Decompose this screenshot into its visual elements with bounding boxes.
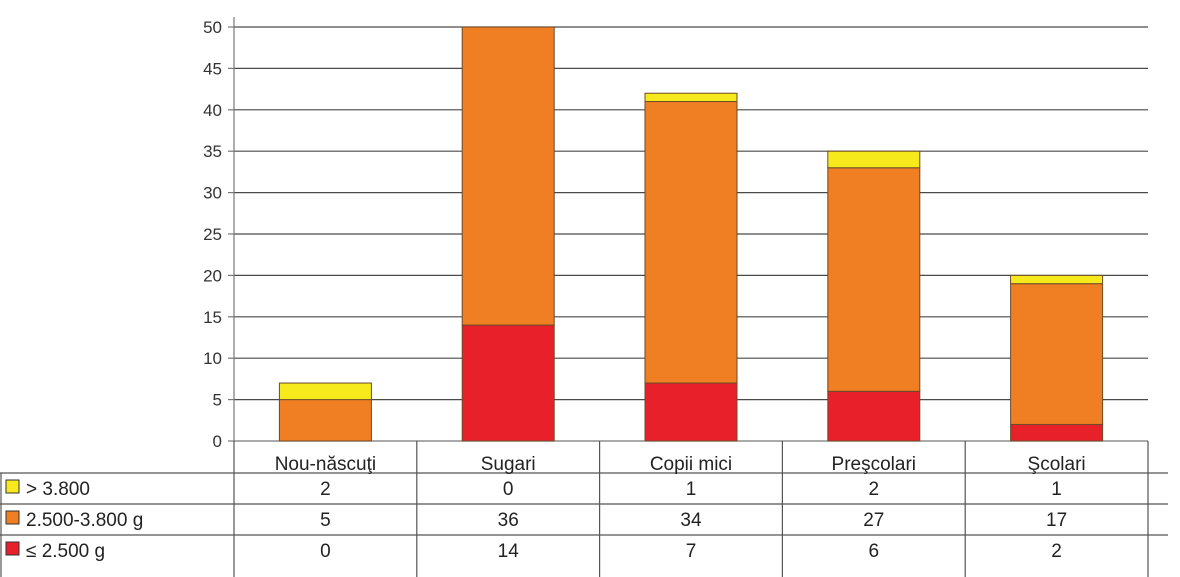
bar-segment-4-2 <box>827 167 921 392</box>
legend-label-1: > 3.800 <box>26 479 90 500</box>
y-tick-label-25: 25 <box>203 225 222 244</box>
table-cell-1-1: 2 <box>320 479 331 500</box>
table-cell-3-2: 14 <box>498 541 520 562</box>
category-label-4: Preşcolari <box>832 454 916 475</box>
table-cell-1-3: 1 <box>686 479 697 500</box>
bar-segment-3-3 <box>644 92 738 103</box>
y-tick-label-15: 15 <box>203 308 222 327</box>
table-cell-3-1: 0 <box>320 541 331 562</box>
bar-segment-5-2 <box>1010 283 1104 425</box>
category-label-5: Şcolari <box>1028 454 1086 475</box>
table-cell-1-2: 0 <box>503 479 514 500</box>
bar-segment-5-1 <box>1010 423 1104 442</box>
legend-label-2: 2.500-3.800 g <box>26 510 143 531</box>
bar-segment-4-3 <box>827 150 921 169</box>
y-tick-label-0: 0 <box>213 432 222 451</box>
table-cell-2-5: 17 <box>1046 510 1067 531</box>
y-tick-label-30: 30 <box>203 184 222 203</box>
table-cell-3-4: 6 <box>869 541 880 562</box>
table-cell-1-5: 1 <box>1051 479 1062 500</box>
bar-segment-2-2 <box>461 26 555 326</box>
bar-segment-1-2 <box>278 399 372 442</box>
legend-swatch-3 <box>5 541 20 556</box>
y-tick-label-40: 40 <box>203 101 222 120</box>
legend-swatch-1 <box>5 479 20 494</box>
bar-segment-5-3 <box>1010 274 1104 285</box>
bar-segment-3-2 <box>644 101 738 384</box>
category-label-3: Copii mici <box>650 454 732 475</box>
y-tick-label-35: 35 <box>203 142 222 161</box>
legend-label-3: ≤ 2.500 g <box>26 541 105 562</box>
y-tick-label-5: 5 <box>213 391 222 410</box>
y-tick-label-10: 10 <box>203 349 222 368</box>
bar-segment-2-1 <box>461 324 555 442</box>
table-cell-2-2: 36 <box>498 510 519 531</box>
y-tick-label-50: 50 <box>203 18 222 37</box>
table-cell-3-3: 7 <box>686 541 697 562</box>
legend-swatch-2 <box>5 510 20 525</box>
bar-segment-3-1 <box>644 382 738 442</box>
bar-segment-1-3 <box>278 382 372 401</box>
category-label-1: Nou-născuţi <box>275 454 376 475</box>
bar-segment-4-1 <box>827 390 921 442</box>
table-cell-2-1: 5 <box>320 510 331 531</box>
y-tick-label-45: 45 <box>203 59 222 78</box>
table-cell-2-4: 27 <box>863 510 884 531</box>
table-cell-3-5: 2 <box>1051 541 1062 562</box>
category-label-2: Sugari <box>481 454 536 475</box>
y-tick-label-20: 20 <box>203 266 222 285</box>
table-cell-2-3: 34 <box>680 510 702 531</box>
table-cell-1-4: 2 <box>869 479 880 500</box>
